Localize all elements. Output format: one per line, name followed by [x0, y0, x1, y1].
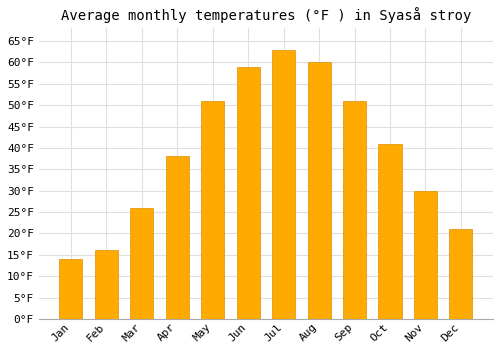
Bar: [60, 259, 82, 319]
Bar: [343, 101, 366, 319]
Bar: [95, 251, 118, 319]
Bar: [272, 50, 295, 319]
Bar: [201, 101, 224, 319]
Bar: [236, 67, 260, 319]
Bar: [130, 208, 154, 319]
Bar: [378, 144, 402, 319]
Bar: [450, 229, 472, 319]
Title: Average monthly temperatures (°F ) in Syaså stroy: Average monthly temperatures (°F ) in Sy…: [60, 7, 471, 23]
Bar: [166, 156, 189, 319]
Bar: [414, 191, 437, 319]
Bar: [308, 62, 330, 319]
